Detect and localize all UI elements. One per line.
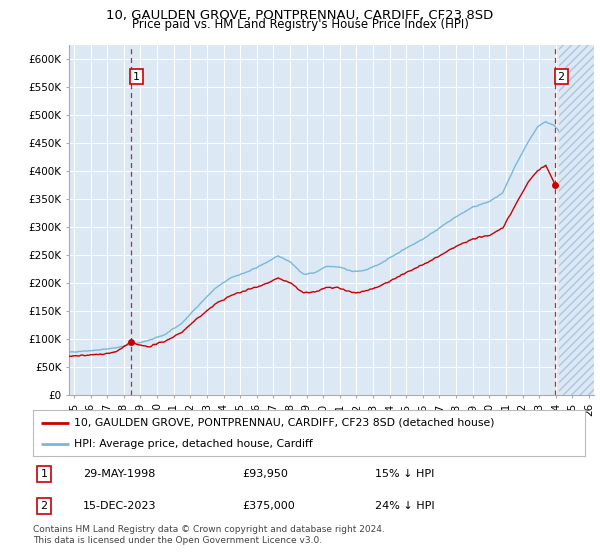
Text: 10, GAULDEN GROVE, PONTPRENNAU, CARDIFF, CF23 8SD (detached house): 10, GAULDEN GROVE, PONTPRENNAU, CARDIFF,…: [74, 418, 495, 428]
Text: Price paid vs. HM Land Registry's House Price Index (HPI): Price paid vs. HM Land Registry's House …: [131, 18, 469, 31]
Bar: [559, 45, 594, 395]
Text: 24% ↓ HPI: 24% ↓ HPI: [375, 501, 435, 511]
Text: Contains HM Land Registry data © Crown copyright and database right 2024.
This d: Contains HM Land Registry data © Crown c…: [33, 525, 385, 545]
Text: HPI: Average price, detached house, Cardiff: HPI: Average price, detached house, Card…: [74, 439, 313, 449]
Text: £375,000: £375,000: [243, 501, 296, 511]
Text: £93,950: £93,950: [243, 469, 289, 479]
Text: 10, GAULDEN GROVE, PONTPRENNAU, CARDIFF, CF23 8SD: 10, GAULDEN GROVE, PONTPRENNAU, CARDIFF,…: [106, 9, 494, 22]
Bar: [559, 45, 594, 395]
Text: 15% ↓ HPI: 15% ↓ HPI: [375, 469, 434, 479]
Text: 15-DEC-2023: 15-DEC-2023: [83, 501, 156, 511]
Text: 2: 2: [40, 501, 47, 511]
Text: 1: 1: [133, 72, 140, 82]
Text: 29-MAY-1998: 29-MAY-1998: [83, 469, 155, 479]
Text: 1: 1: [41, 469, 47, 479]
Text: 2: 2: [557, 72, 565, 82]
